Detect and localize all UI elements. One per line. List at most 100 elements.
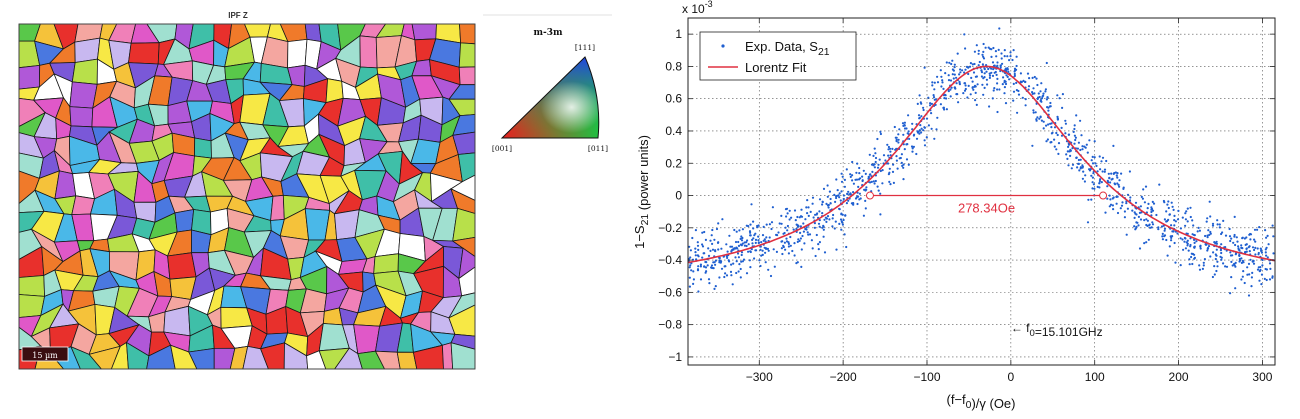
data-point xyxy=(843,178,846,181)
data-point xyxy=(1085,143,1088,146)
data-point xyxy=(1061,93,1064,96)
data-point xyxy=(876,185,879,188)
data-point xyxy=(1163,218,1166,221)
data-point xyxy=(765,236,768,239)
data-point xyxy=(1055,148,1058,151)
data-point xyxy=(732,262,735,265)
data-point xyxy=(757,239,760,242)
data-point xyxy=(1220,251,1223,255)
data-point xyxy=(1250,276,1253,279)
scale-bar-label: 15 µm xyxy=(32,351,58,360)
data-point xyxy=(1224,265,1227,268)
data-point xyxy=(1145,218,1148,221)
data-point xyxy=(1019,72,1022,75)
data-point xyxy=(817,248,820,251)
data-point xyxy=(991,97,994,100)
data-point xyxy=(902,163,905,166)
data-point xyxy=(975,103,978,106)
data-point xyxy=(889,183,892,186)
data-point xyxy=(1137,224,1140,227)
data-point xyxy=(1198,229,1201,232)
data-point xyxy=(912,145,915,148)
data-point xyxy=(994,50,997,53)
data-point xyxy=(725,274,729,277)
data-point xyxy=(1056,115,1059,118)
data-point xyxy=(873,163,876,166)
legend: Exp. Data, S21 Lorentz Fit xyxy=(699,31,857,81)
data-point xyxy=(1128,170,1131,173)
data-point xyxy=(949,88,952,91)
data-point xyxy=(702,252,705,255)
data-point xyxy=(916,102,919,105)
data-point xyxy=(1218,223,1221,226)
data-point xyxy=(1056,133,1059,137)
data-point xyxy=(950,86,953,89)
data-point xyxy=(1128,199,1132,202)
data-point xyxy=(901,122,905,125)
data-point xyxy=(852,182,855,185)
data-point xyxy=(755,249,758,252)
data-point xyxy=(1008,59,1011,62)
data-point xyxy=(996,82,999,85)
data-point xyxy=(713,238,716,241)
data-point xyxy=(870,180,873,183)
data-point xyxy=(1172,208,1175,211)
data-point xyxy=(1146,207,1149,210)
data-point xyxy=(969,62,972,65)
data-point xyxy=(832,213,835,217)
key-label-011: [011] xyxy=(588,144,608,153)
data-point xyxy=(1157,228,1160,231)
data-point xyxy=(1104,211,1107,214)
data-point xyxy=(1031,92,1034,95)
data-point xyxy=(1241,275,1244,278)
data-point xyxy=(699,263,702,266)
data-point xyxy=(974,75,977,78)
data-point xyxy=(745,244,748,248)
data-point xyxy=(1057,152,1060,155)
data-point xyxy=(1079,119,1082,122)
data-point xyxy=(1081,148,1084,151)
data-point xyxy=(1166,254,1169,257)
data-point xyxy=(949,79,953,82)
y-tick-label: 0.6 xyxy=(665,92,682,106)
data-point xyxy=(800,265,803,268)
data-point xyxy=(900,161,903,164)
data-point xyxy=(835,196,838,200)
data-point xyxy=(1264,248,1267,251)
data-point xyxy=(957,101,960,104)
data-point xyxy=(1161,238,1164,241)
data-point xyxy=(1198,264,1201,267)
data-point xyxy=(1171,205,1174,208)
data-point xyxy=(919,124,922,127)
data-point xyxy=(1011,58,1014,62)
data-point xyxy=(976,83,979,86)
data-point xyxy=(763,246,766,249)
data-point xyxy=(1037,92,1040,95)
data-point xyxy=(1161,232,1164,235)
data-point xyxy=(752,227,755,230)
data-point xyxy=(844,214,847,217)
y-tick-label: 0.2 xyxy=(665,156,682,170)
data-point xyxy=(1016,111,1019,114)
data-point xyxy=(1193,256,1196,259)
data-point xyxy=(898,157,901,160)
data-point xyxy=(1050,132,1053,135)
data-point xyxy=(996,77,999,80)
data-point xyxy=(1057,142,1061,145)
data-point xyxy=(1006,75,1009,78)
data-point xyxy=(751,238,754,241)
data-point xyxy=(751,242,754,245)
data-point xyxy=(1188,263,1191,266)
data-point xyxy=(1236,240,1239,243)
data-point xyxy=(1045,61,1048,65)
data-point xyxy=(983,67,986,70)
data-point xyxy=(713,261,716,264)
data-point xyxy=(741,242,744,245)
data-point xyxy=(927,124,930,127)
data-point xyxy=(1069,149,1072,152)
data-point xyxy=(735,230,738,233)
data-point xyxy=(1074,136,1077,139)
data-point xyxy=(806,212,809,215)
data-point xyxy=(902,166,905,169)
data-point xyxy=(1271,224,1274,227)
